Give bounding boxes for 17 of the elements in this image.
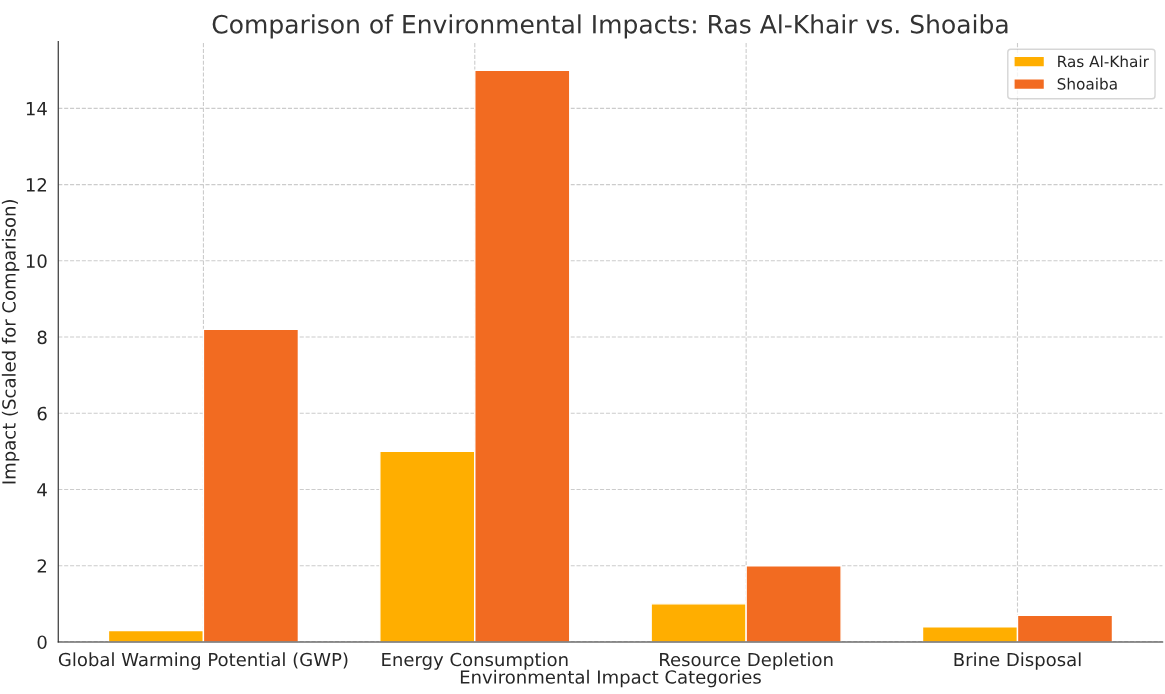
y-axis-title: Impact (Scaled for Comparison) <box>1 199 20 484</box>
x-tick-label: Global Warming Potential (GWP) <box>58 652 348 670</box>
chart-title: Comparison of Environmental Impacts: Ras Al-Khair vs. Shoaiba <box>212 14 1008 39</box>
y-tick-label: 4 <box>37 483 47 497</box>
y-tick-label: 14 <box>26 102 47 116</box>
x-tick-label: Resource Depletion <box>660 652 833 670</box>
y-tick-label: 0 <box>37 635 47 650</box>
y-tick-label: 10 <box>26 254 47 268</box>
legend-label: Shoaiba <box>1057 77 1117 90</box>
y-tick-label: 6 <box>37 406 47 421</box>
legend-label: Ras Al-Khair <box>1058 55 1149 68</box>
y-tick-label: 8 <box>37 330 47 345</box>
y-tick-label: 2 <box>37 559 47 573</box>
x-tick-label: Brine Disposal <box>954 652 1081 670</box>
y-tick-label: 12 <box>26 178 47 192</box>
x-axis-title: Environmental Impact Categories <box>460 669 761 688</box>
x-tick-label: Energy Consumption <box>382 652 568 670</box>
